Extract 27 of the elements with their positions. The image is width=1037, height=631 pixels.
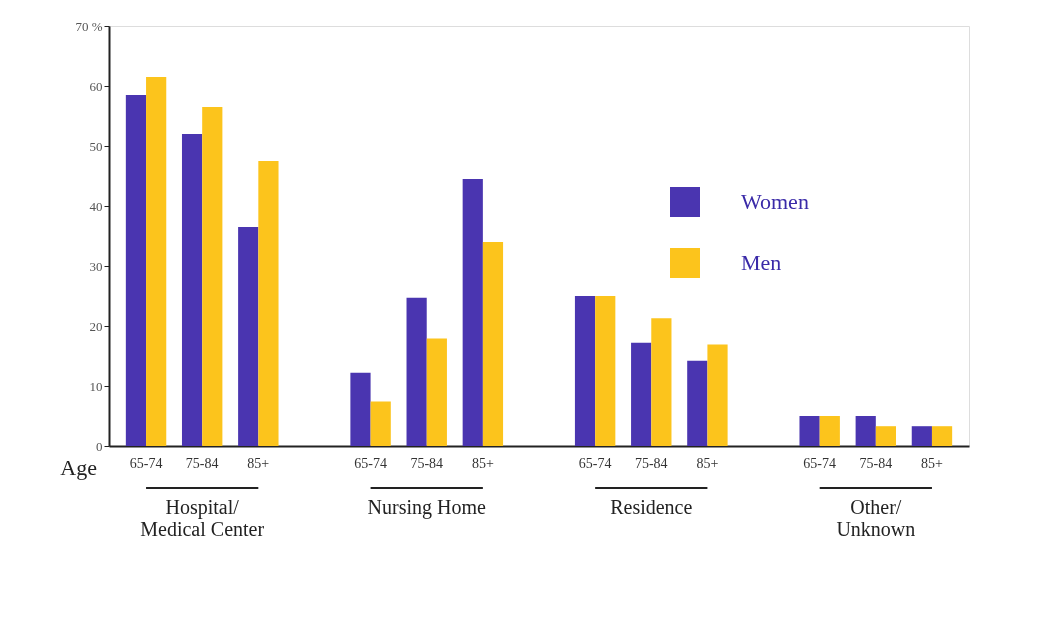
y-tick-label: 20 xyxy=(89,318,103,334)
x-tick-label: 75-84 xyxy=(859,455,893,471)
x-tick-label: 85+ xyxy=(247,455,270,471)
x-axis-title: Age xyxy=(60,455,97,480)
x-tick-label: 65-74 xyxy=(578,455,612,471)
x-tick-label: 65-74 xyxy=(354,455,387,471)
x-tick-label: 75-84 xyxy=(410,455,444,471)
y-tick-label: 70 % xyxy=(75,18,103,34)
y-tick-label: 30 xyxy=(89,258,103,274)
x-tick-label: 75-84 xyxy=(634,455,668,471)
x-tick-label: 75-84 xyxy=(185,455,219,471)
y-tick-label: 10 xyxy=(89,378,103,394)
x-tick-label: 65-74 xyxy=(129,455,163,471)
text: Nursing Home xyxy=(367,496,487,519)
legend-label: Men xyxy=(741,250,782,275)
legend-label: Women xyxy=(741,189,809,214)
y-tick-label: 40 xyxy=(89,198,103,214)
text: Hospital/ Medical Center xyxy=(140,496,265,540)
y-tick-label: 60 xyxy=(89,78,103,94)
y-tick-label: 0 xyxy=(96,438,103,454)
x-tick-label: 85+ xyxy=(471,455,494,471)
y-tick-label: 50 xyxy=(89,138,103,154)
x-tick-label: 85+ xyxy=(696,455,719,471)
x-tick-label: 65-74 xyxy=(803,455,837,471)
x-tick-label: 85+ xyxy=(921,455,943,471)
text: Other/ Unknown xyxy=(836,496,916,540)
text: Residence xyxy=(610,496,693,518)
